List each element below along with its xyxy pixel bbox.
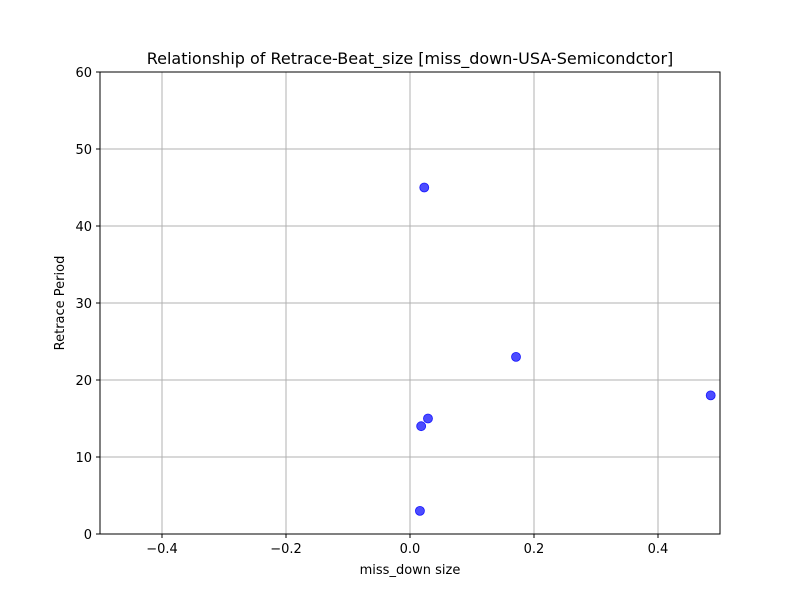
x-tick-label: 0.2 xyxy=(524,542,545,557)
data-points xyxy=(415,182,716,516)
y-tick-label: 10 xyxy=(75,451,92,466)
y-tick-label: 20 xyxy=(75,374,92,389)
y-axis-ticks: 0 10 20 30 40 50 60 xyxy=(75,66,100,543)
data-point xyxy=(419,182,430,193)
data-point xyxy=(511,351,521,362)
chart-title: Relationship of Retrace-Beat_size [miss_… xyxy=(147,49,674,69)
y-tick-label: 0 xyxy=(84,528,92,543)
data-point xyxy=(705,390,716,401)
data-point xyxy=(416,421,427,432)
grid xyxy=(100,71,720,535)
x-axis-ticks: −0.4 −0.2 0.0 0.2 0.4 xyxy=(146,534,668,557)
x-tick-label: 0.4 xyxy=(648,542,669,557)
y-axis-label: Retrace Period xyxy=(53,256,68,351)
data-point xyxy=(415,505,425,516)
y-tick-label: 40 xyxy=(75,220,92,235)
x-tick-label: 0.0 xyxy=(400,542,421,557)
x-axis-label: miss_down size xyxy=(360,563,461,578)
y-tick-label: 30 xyxy=(75,297,92,312)
x-tick-label: −0.2 xyxy=(270,542,302,557)
plot-area-frame xyxy=(99,71,721,535)
data-point xyxy=(423,413,433,424)
y-tick-label: 60 xyxy=(75,66,92,81)
y-tick-label: 50 xyxy=(75,143,92,158)
x-tick-label: −0.4 xyxy=(146,542,178,557)
